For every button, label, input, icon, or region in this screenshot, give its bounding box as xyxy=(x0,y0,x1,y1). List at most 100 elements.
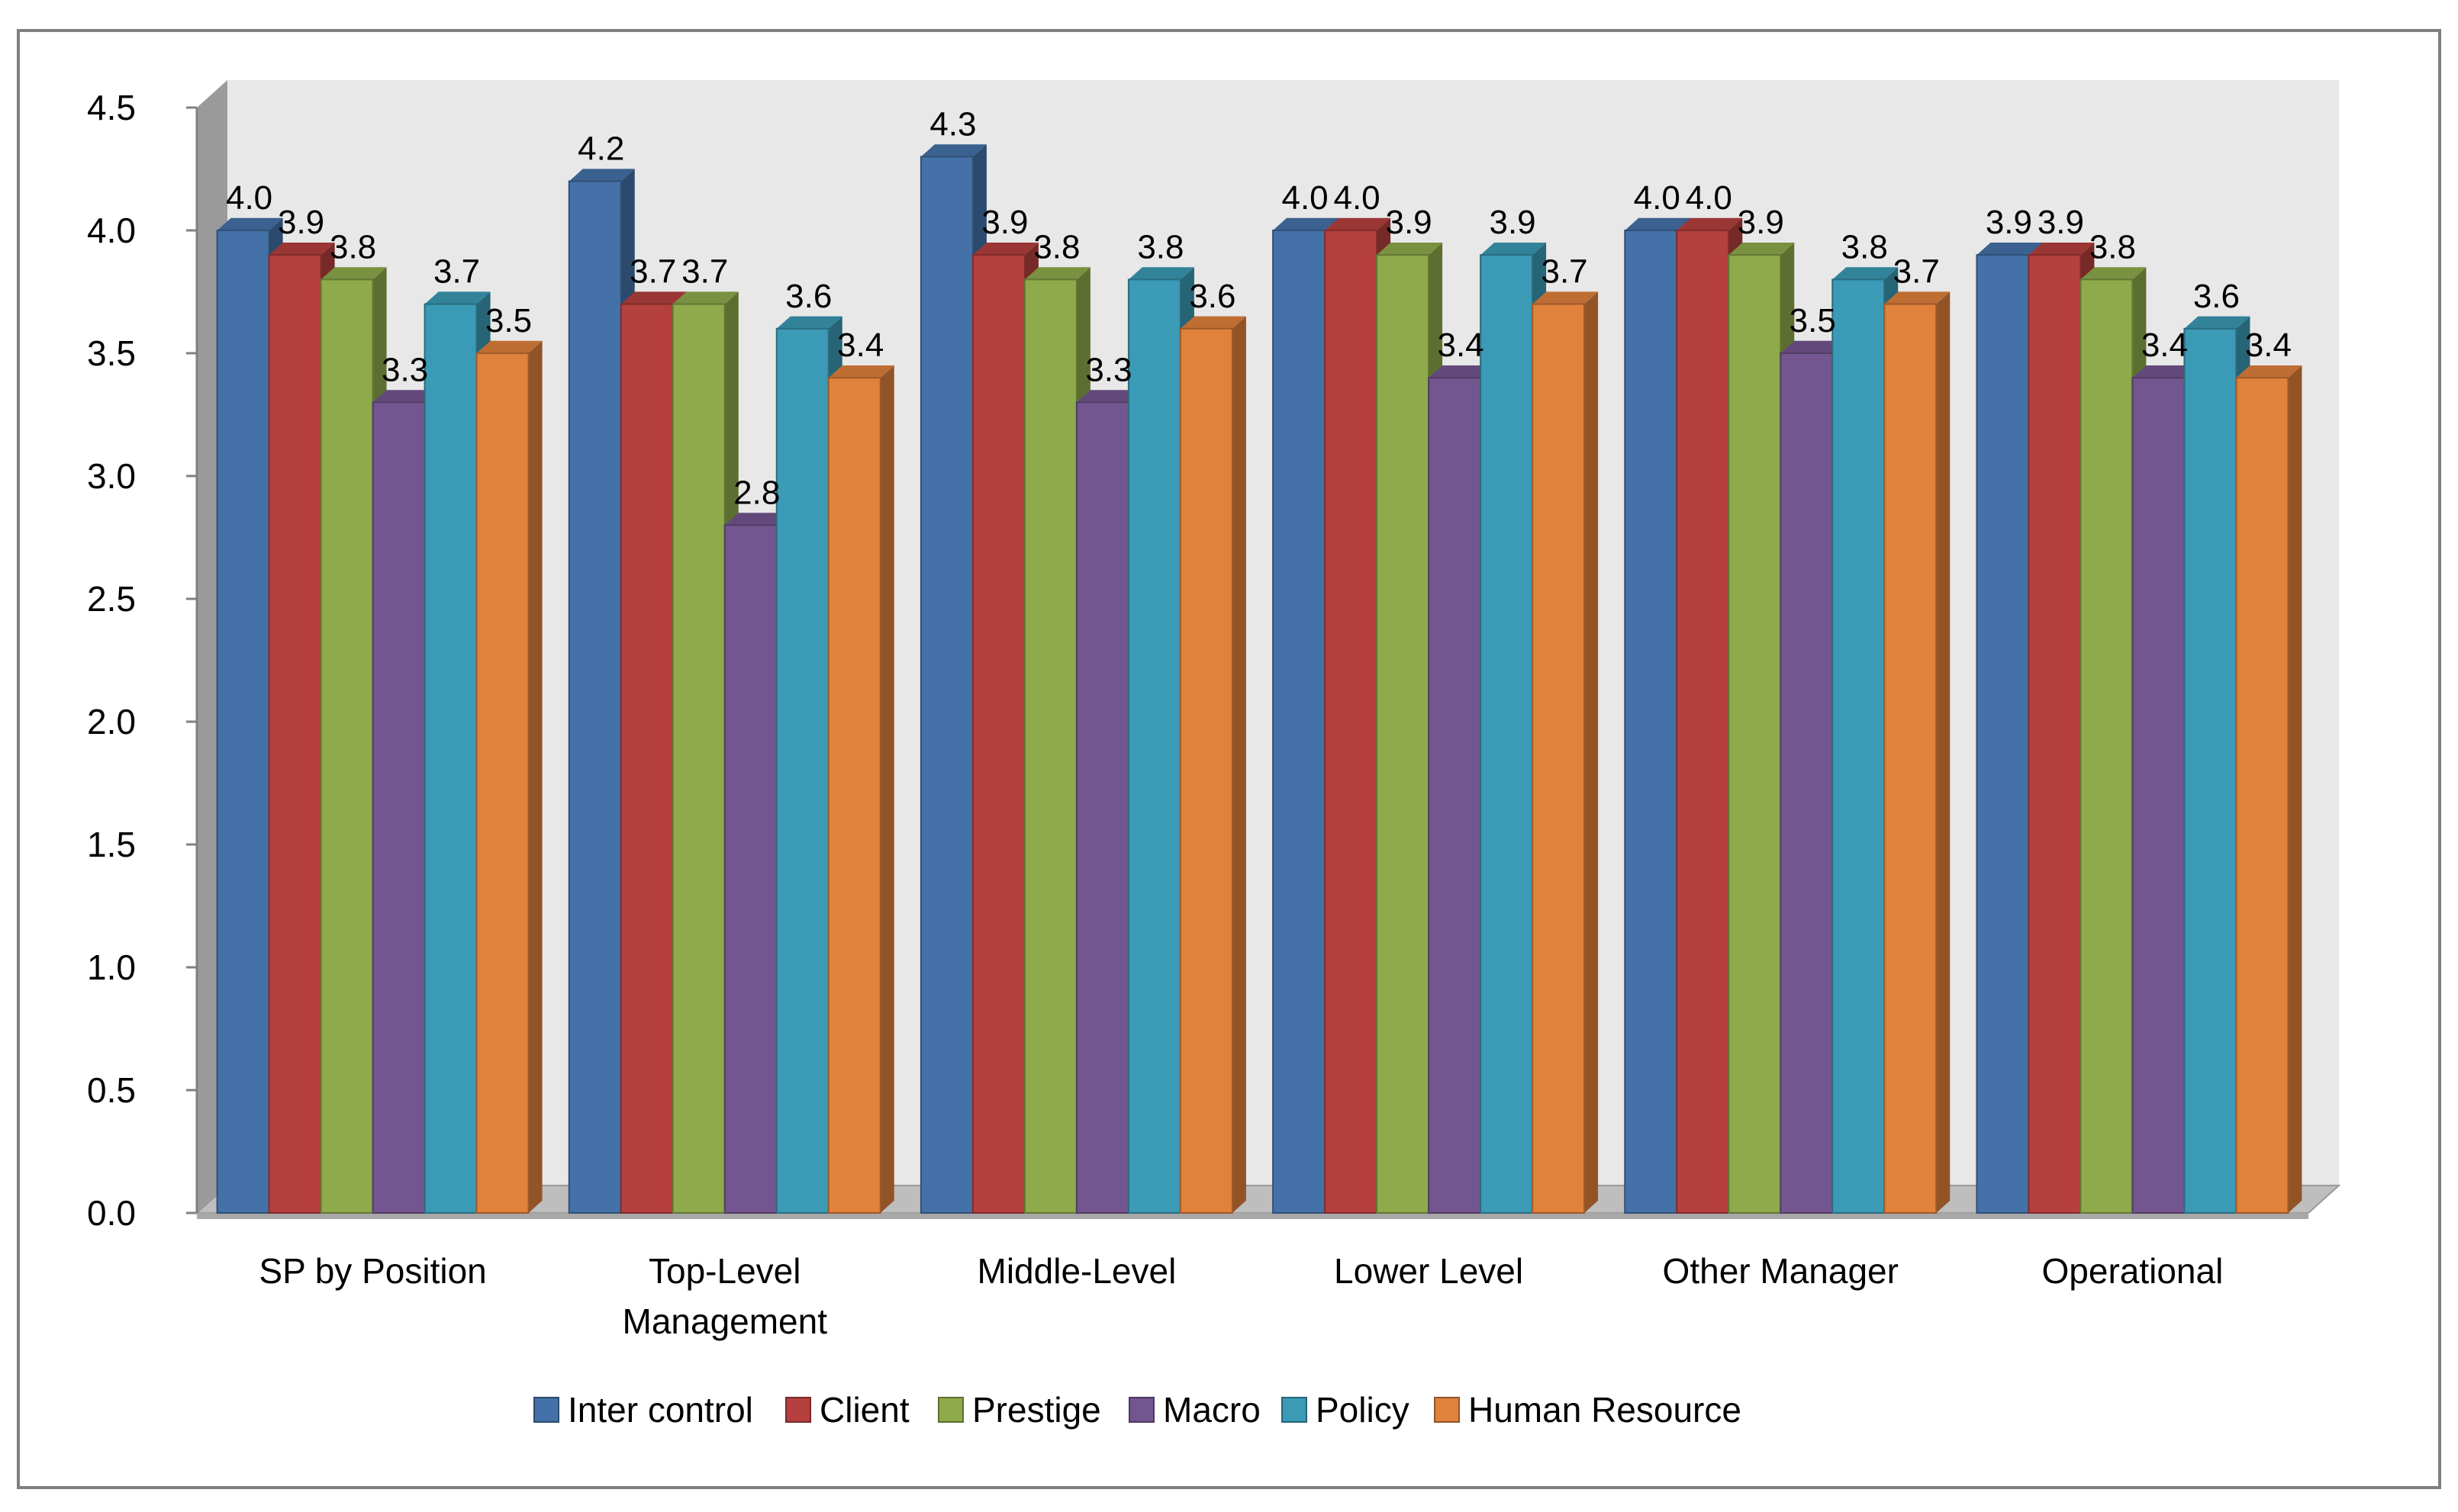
legend-item: Prestige xyxy=(938,1390,1101,1430)
bar-front-face xyxy=(775,327,830,1214)
bar-front-face xyxy=(1624,230,1678,1214)
data-label: 3.7 xyxy=(433,253,480,291)
bar-front-face xyxy=(827,377,881,1214)
data-label: 3.3 xyxy=(382,351,428,388)
data-label: 3.9 xyxy=(981,204,1028,241)
x-tick-label: Operational xyxy=(2042,1251,2224,1291)
data-label: 3.3 xyxy=(1085,351,1132,388)
bar-top-face xyxy=(1429,365,1495,378)
bar-side-face xyxy=(528,340,543,1213)
y-tick-label: 3.5 xyxy=(87,333,136,373)
bar-top-face xyxy=(1780,340,1847,353)
bar-top-face xyxy=(1625,217,1691,230)
bar-front-face xyxy=(2028,254,2082,1214)
bar-front-face xyxy=(1179,327,1233,1214)
bar-front-face xyxy=(1272,230,1326,1214)
y-tick-label: 1.5 xyxy=(87,825,136,864)
bar xyxy=(1179,316,1246,1214)
data-label: 3.6 xyxy=(785,278,832,315)
data-label: 3.4 xyxy=(2141,327,2188,364)
data-label: 3.4 xyxy=(1437,327,1483,364)
bar-top-face xyxy=(2236,365,2302,378)
y-axis: 0.0 0.5 1.0 1.5 2.0 2.5 3.0 3.5 4.0 4.5 xyxy=(87,88,198,1233)
bar-top-face xyxy=(217,217,283,230)
bar-front-face xyxy=(2235,377,2289,1214)
bar-side-face xyxy=(880,365,894,1213)
bar-top-face xyxy=(2184,316,2250,329)
data-label: 3.8 xyxy=(1033,228,1080,265)
bar-top-face xyxy=(372,390,439,403)
bar-top-face xyxy=(1273,217,1339,230)
x-tick-label: Middle-Level xyxy=(978,1251,1177,1291)
bar-front-face xyxy=(1728,254,1782,1214)
bar-top-face xyxy=(1480,243,1547,256)
bar-front-face xyxy=(320,278,374,1214)
bar-top-face xyxy=(1884,291,1951,304)
bar-front-face xyxy=(372,401,426,1214)
legend-item: Policy xyxy=(1281,1390,1409,1430)
bar-front-face xyxy=(475,352,530,1214)
bar-front-face xyxy=(672,303,726,1214)
y-tick-label: 0.0 xyxy=(87,1193,136,1233)
bar-front-face xyxy=(2131,377,2186,1214)
legend-label: Prestige xyxy=(972,1390,1101,1430)
y-tick-label: 1.0 xyxy=(87,947,136,987)
data-label: 3.8 xyxy=(1137,228,1184,265)
bar xyxy=(475,340,543,1214)
legend-swatch xyxy=(533,1397,559,1423)
data-labels: 4.03.93.83.33.73.54.23.7 3.72.83.63.44.33… xyxy=(226,105,2292,511)
x-tick-label: Top-Level Management xyxy=(623,1251,828,1341)
bar-front-face xyxy=(1883,303,1938,1214)
data-label: 3.7 xyxy=(681,253,728,291)
bar-front-face xyxy=(1676,230,1730,1214)
legend-item: Inter control xyxy=(533,1390,753,1430)
data-label: 3.9 xyxy=(1738,204,1784,241)
bar-front-face xyxy=(920,156,974,1214)
bar-top-face xyxy=(1677,217,1743,230)
legend-item: Macro xyxy=(1129,1390,1261,1430)
bar-top-face xyxy=(1076,390,1142,403)
bar-top-face xyxy=(972,243,1039,256)
bar-top-face xyxy=(2132,365,2199,378)
bar-series-group xyxy=(216,144,2302,1214)
bar-front-face xyxy=(1976,254,2030,1214)
bar-top-face xyxy=(1180,316,1246,329)
bar-front-face xyxy=(1831,278,1886,1214)
bar-top-face xyxy=(1832,267,1899,280)
bar-front-face xyxy=(2079,278,2134,1214)
bar-side-face xyxy=(2288,365,2302,1213)
legend-label: Inter control xyxy=(568,1390,753,1430)
bar-top-face xyxy=(1532,291,1599,304)
bar-front-face xyxy=(2183,327,2237,1214)
data-label: 4.0 xyxy=(1281,179,1328,217)
bar-front-face xyxy=(1780,352,1834,1214)
legend-swatch xyxy=(1434,1397,1460,1423)
data-label: 4.0 xyxy=(1686,179,1732,217)
bar-top-face xyxy=(2080,267,2147,280)
bar-front-face xyxy=(1532,303,1586,1214)
legend: Inter control Client Prestige Macro Policy Hu… xyxy=(533,1390,1741,1430)
y-tick-label: 3.0 xyxy=(87,456,136,496)
x-axis: SP by Position Top-Level Management Middle-… xyxy=(259,1251,2223,1341)
bar-top-face xyxy=(1976,243,2043,256)
bar-front-face xyxy=(723,524,778,1214)
bar-top-face xyxy=(321,267,387,280)
bar-front-face xyxy=(424,303,478,1214)
bar-front-face xyxy=(1480,254,1534,1214)
bar-front-face xyxy=(1428,377,1482,1214)
bar xyxy=(1532,291,1599,1214)
legend-swatch xyxy=(1281,1397,1307,1423)
bar-top-face xyxy=(672,291,739,304)
bar xyxy=(827,365,894,1214)
data-label: 3.6 xyxy=(1189,278,1235,315)
data-label: 3.5 xyxy=(1790,302,1836,339)
bar xyxy=(2235,365,2302,1214)
legend-label: Client xyxy=(820,1390,910,1430)
bar-top-face xyxy=(1377,243,1443,256)
bar-top-face xyxy=(1728,243,1795,256)
bar-front-face xyxy=(1324,230,1378,1214)
x-tick-label: SP by Position xyxy=(259,1251,486,1291)
data-label: 3.6 xyxy=(2193,278,2240,315)
data-label: 4.2 xyxy=(578,130,624,168)
data-label: 3.9 xyxy=(1489,204,1535,241)
